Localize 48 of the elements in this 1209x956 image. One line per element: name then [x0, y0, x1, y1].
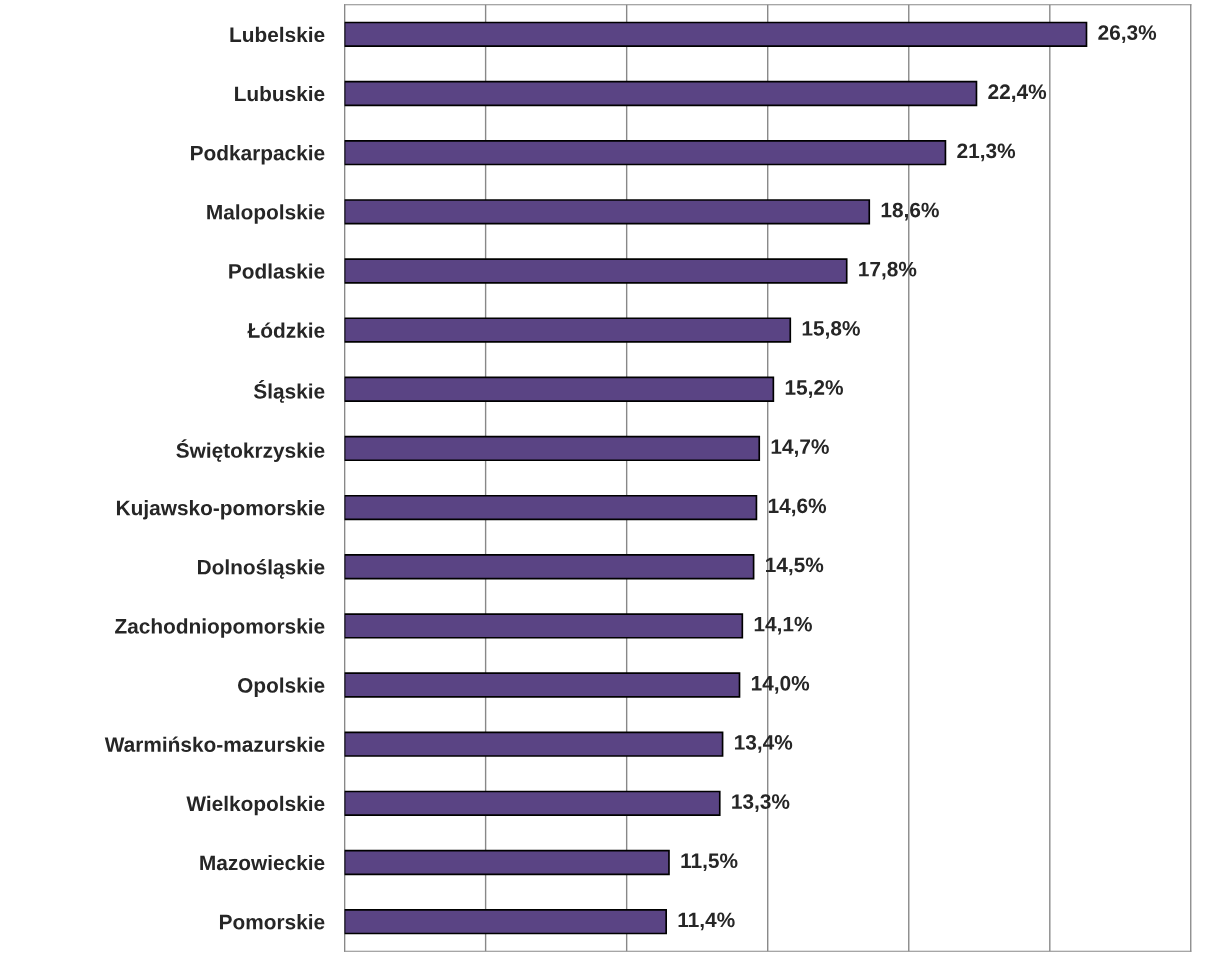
bar	[344, 731, 724, 757]
y-tick-label: Zachodniopomorskie	[115, 618, 325, 638]
bar	[344, 494, 758, 521]
data-label: 11,4%	[678, 912, 735, 931]
y-tick-label: Pomorskie	[219, 914, 325, 930]
data-label: 14,1%	[754, 616, 812, 635]
y-tick-label: Lubuskie	[235, 85, 325, 102]
bar	[344, 435, 761, 462]
bar	[344, 376, 775, 402]
y-tick-label: Kujawsko-pomorskie	[116, 500, 325, 520]
data-label: 11,5%	[681, 853, 738, 872]
y-tick-label: Łódzkie	[247, 322, 325, 338]
data-label: 17,8%	[859, 261, 917, 280]
data-label: 14,7%	[771, 439, 829, 458]
y-tick-label: Mazowieckie	[200, 854, 325, 871]
bar	[344, 21, 1088, 48]
y-tick-label: Warmińsko-mazurskie	[104, 736, 325, 752]
data-label: 21,3%	[957, 143, 1016, 162]
data-label: 13,4%	[735, 735, 793, 753]
bar	[344, 790, 721, 817]
data-label: 15,8%	[802, 320, 860, 339]
data-label: 14,0%	[751, 675, 810, 694]
bar	[344, 199, 871, 225]
bar	[344, 139, 947, 166]
bar	[344, 554, 755, 580]
y-tick-label: Świętokrzyskie	[176, 439, 325, 462]
data-label: 14,6%	[768, 498, 827, 517]
y-tick-label: Malopolskie	[207, 204, 325, 224]
y-tick-label: Lubelskie	[230, 26, 325, 43]
data-label: 13,3%	[732, 794, 790, 812]
data-label: 14,5%	[766, 557, 824, 576]
bar	[344, 317, 792, 343]
data-label: 22,4%	[988, 84, 1047, 103]
data-label: 18,6%	[881, 202, 939, 221]
bar	[344, 80, 978, 107]
bar	[344, 849, 670, 876]
bar	[344, 258, 848, 284]
y-tick-label: Opolskie	[237, 677, 325, 697]
bar	[344, 908, 667, 935]
y-tick-label: Śląskie	[253, 380, 325, 403]
bar	[344, 613, 744, 639]
y-tick-label: Podlaskie	[229, 263, 325, 279]
data-label: 26,3%	[1098, 25, 1157, 43]
y-tick-label: Wielkopolskie	[186, 795, 325, 816]
data-label: 15,2%	[785, 380, 843, 398]
y-tick-label: Podkarpackie	[191, 145, 325, 165]
y-tick-label: Dolnośląskie	[198, 559, 325, 579]
bar	[344, 672, 741, 698]
